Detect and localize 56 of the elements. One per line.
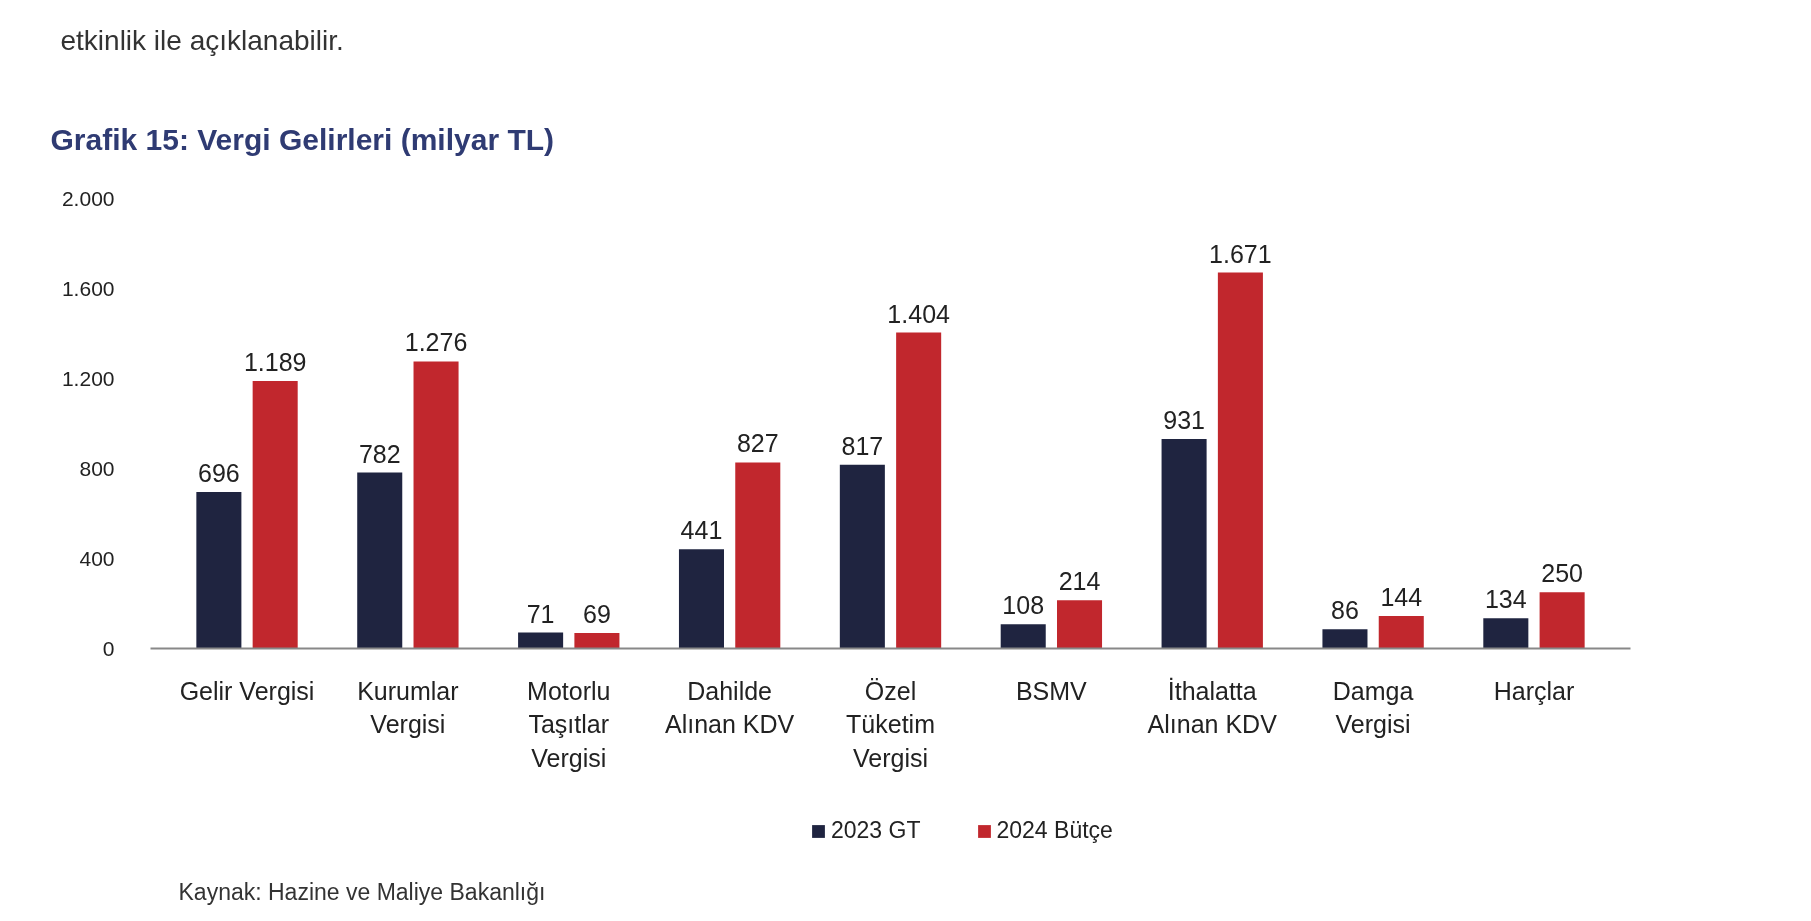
- text: etkinlik ile açıklanabilir.: [60, 25, 344, 56]
- data-label: 86: [1331, 596, 1359, 625]
- bar: [1057, 600, 1103, 649]
- bar: [735, 462, 781, 649]
- bar: [1161, 439, 1207, 649]
- data-label: 250: [1541, 559, 1583, 588]
- y-tick-label: 1.600: [61, 276, 115, 300]
- y-tick-label: 800: [79, 456, 115, 480]
- chart-title: Grafik 15: Vergi Gelirleri (milyar TL): [50, 123, 555, 156]
- legend-label: 2023 GT: [831, 817, 921, 844]
- data-label: 441: [680, 516, 723, 545]
- data-label: 827: [736, 429, 779, 458]
- text: Kaynak: Hazine ve Maliye Bakanlığı: [178, 878, 546, 905]
- data-label: 1.404: [887, 299, 951, 328]
- bar: [518, 632, 564, 649]
- x-tick-label: Dahilde Alınan KDV: [665, 676, 795, 739]
- data-label: 782: [358, 439, 401, 468]
- x-tick-label: Harçlar: [1493, 676, 1575, 705]
- x-tick-label: Damga Vergisi: [1332, 676, 1414, 739]
- data-label: 696: [198, 458, 240, 487]
- bar: [896, 332, 942, 649]
- y-tick-label: 2.000: [61, 186, 115, 210]
- data-label: 817: [841, 431, 884, 460]
- bar: [839, 464, 885, 649]
- data-label: 108: [1002, 591, 1045, 620]
- x-tick-label: Özel Tüketim Vergisi: [846, 676, 935, 772]
- bar: [1000, 624, 1046, 649]
- x-tick-label: Gelir Vergisi: [179, 676, 315, 705]
- bar: [1483, 618, 1529, 649]
- x-tick-label: Motorlu Taşıtlar Vergisi: [527, 676, 611, 772]
- data-label: 931: [1163, 406, 1205, 435]
- legend-label: 2024 Bütçe: [996, 817, 1113, 844]
- x-tick-label: Kurumlar Vergisi: [357, 676, 459, 739]
- bar: [1322, 629, 1368, 649]
- data-label: 69: [583, 599, 611, 628]
- data-label: 1.276: [404, 328, 468, 357]
- y-tick-label: 1.200: [61, 366, 115, 390]
- y-tick-label: 400: [79, 546, 115, 570]
- bar: [413, 361, 459, 649]
- bar: [196, 491, 242, 649]
- data-label: 214: [1058, 567, 1101, 596]
- data-label: 1.189: [243, 347, 307, 376]
- data-label: 71: [526, 599, 555, 628]
- bar: [357, 472, 403, 649]
- bar: [678, 549, 724, 649]
- y-tick-label: 0: [102, 636, 115, 660]
- x-tick-label: BSMV: [1015, 676, 1088, 705]
- data-label: 144: [1380, 583, 1423, 612]
- bar: [574, 632, 620, 649]
- data-label: 1.671: [1209, 239, 1272, 268]
- bar: [252, 380, 298, 649]
- x-tick-label: İthalatta Alınan KDV: [1147, 676, 1278, 739]
- data-label: 134: [1484, 585, 1527, 614]
- bar: [1217, 272, 1263, 649]
- bar: [1539, 592, 1585, 649]
- bar: [1378, 616, 1424, 649]
